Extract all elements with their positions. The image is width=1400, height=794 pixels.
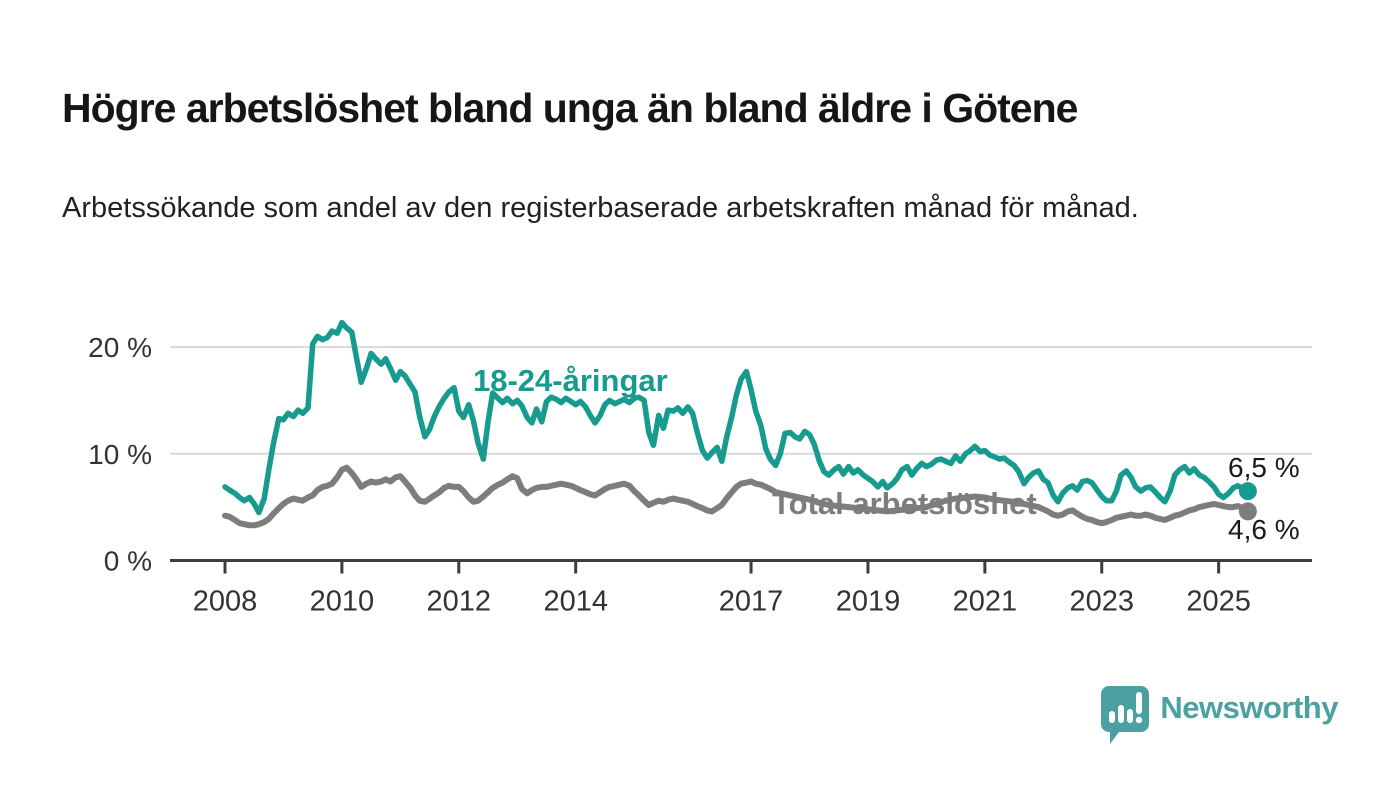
x-tick-label-2019: 2019 [836,586,901,618]
page-title: Högre arbetslöshet bland unga än bland ä… [62,85,1078,132]
youth-end-dot [1238,482,1257,501]
y-tick-label-10: 10 % [88,439,152,470]
newsworthy-logo-icon [1101,686,1150,744]
logo-bar-3 [1127,709,1134,723]
y-tick-label-20: 20 % [88,332,152,363]
x-tick-label-2014: 2014 [543,586,608,618]
logo-bar-1 [1109,711,1116,723]
brand-name: Newsworthy [1160,690,1338,725]
total-end-value-label: 4,6 % [1228,514,1300,545]
x-tick-label-2010: 2010 [310,586,375,618]
y-tick-label-0: 0 % [104,546,152,577]
x-tick-label-2008: 2008 [193,586,258,618]
youth-line [222,319,1251,516]
logo-exclamation-dot [1136,716,1143,724]
logo-bar-2 [1118,705,1125,723]
page-subtitle: Arbetssökande som andel av den registerb… [62,192,1139,224]
total-series-label: Total arbetslöshet [772,486,1037,521]
total-end-dot [1238,502,1257,521]
youth-end-value-label: 6,5 % [1228,452,1300,483]
newsworthy-brand: Newsworthy [1098,684,1338,746]
x-tick-label-2023: 2023 [1069,586,1134,618]
x-tick-label-2012: 2012 [427,586,492,618]
youth-series-label: 18-24-åringar [473,363,668,398]
x-tick-label-2021: 2021 [953,586,1018,618]
total-line [222,464,1251,529]
logo-exclamation-bar [1136,692,1143,714]
x-tick-label-2017: 2017 [719,586,784,618]
x-tick-label-2025: 2025 [1186,586,1251,618]
